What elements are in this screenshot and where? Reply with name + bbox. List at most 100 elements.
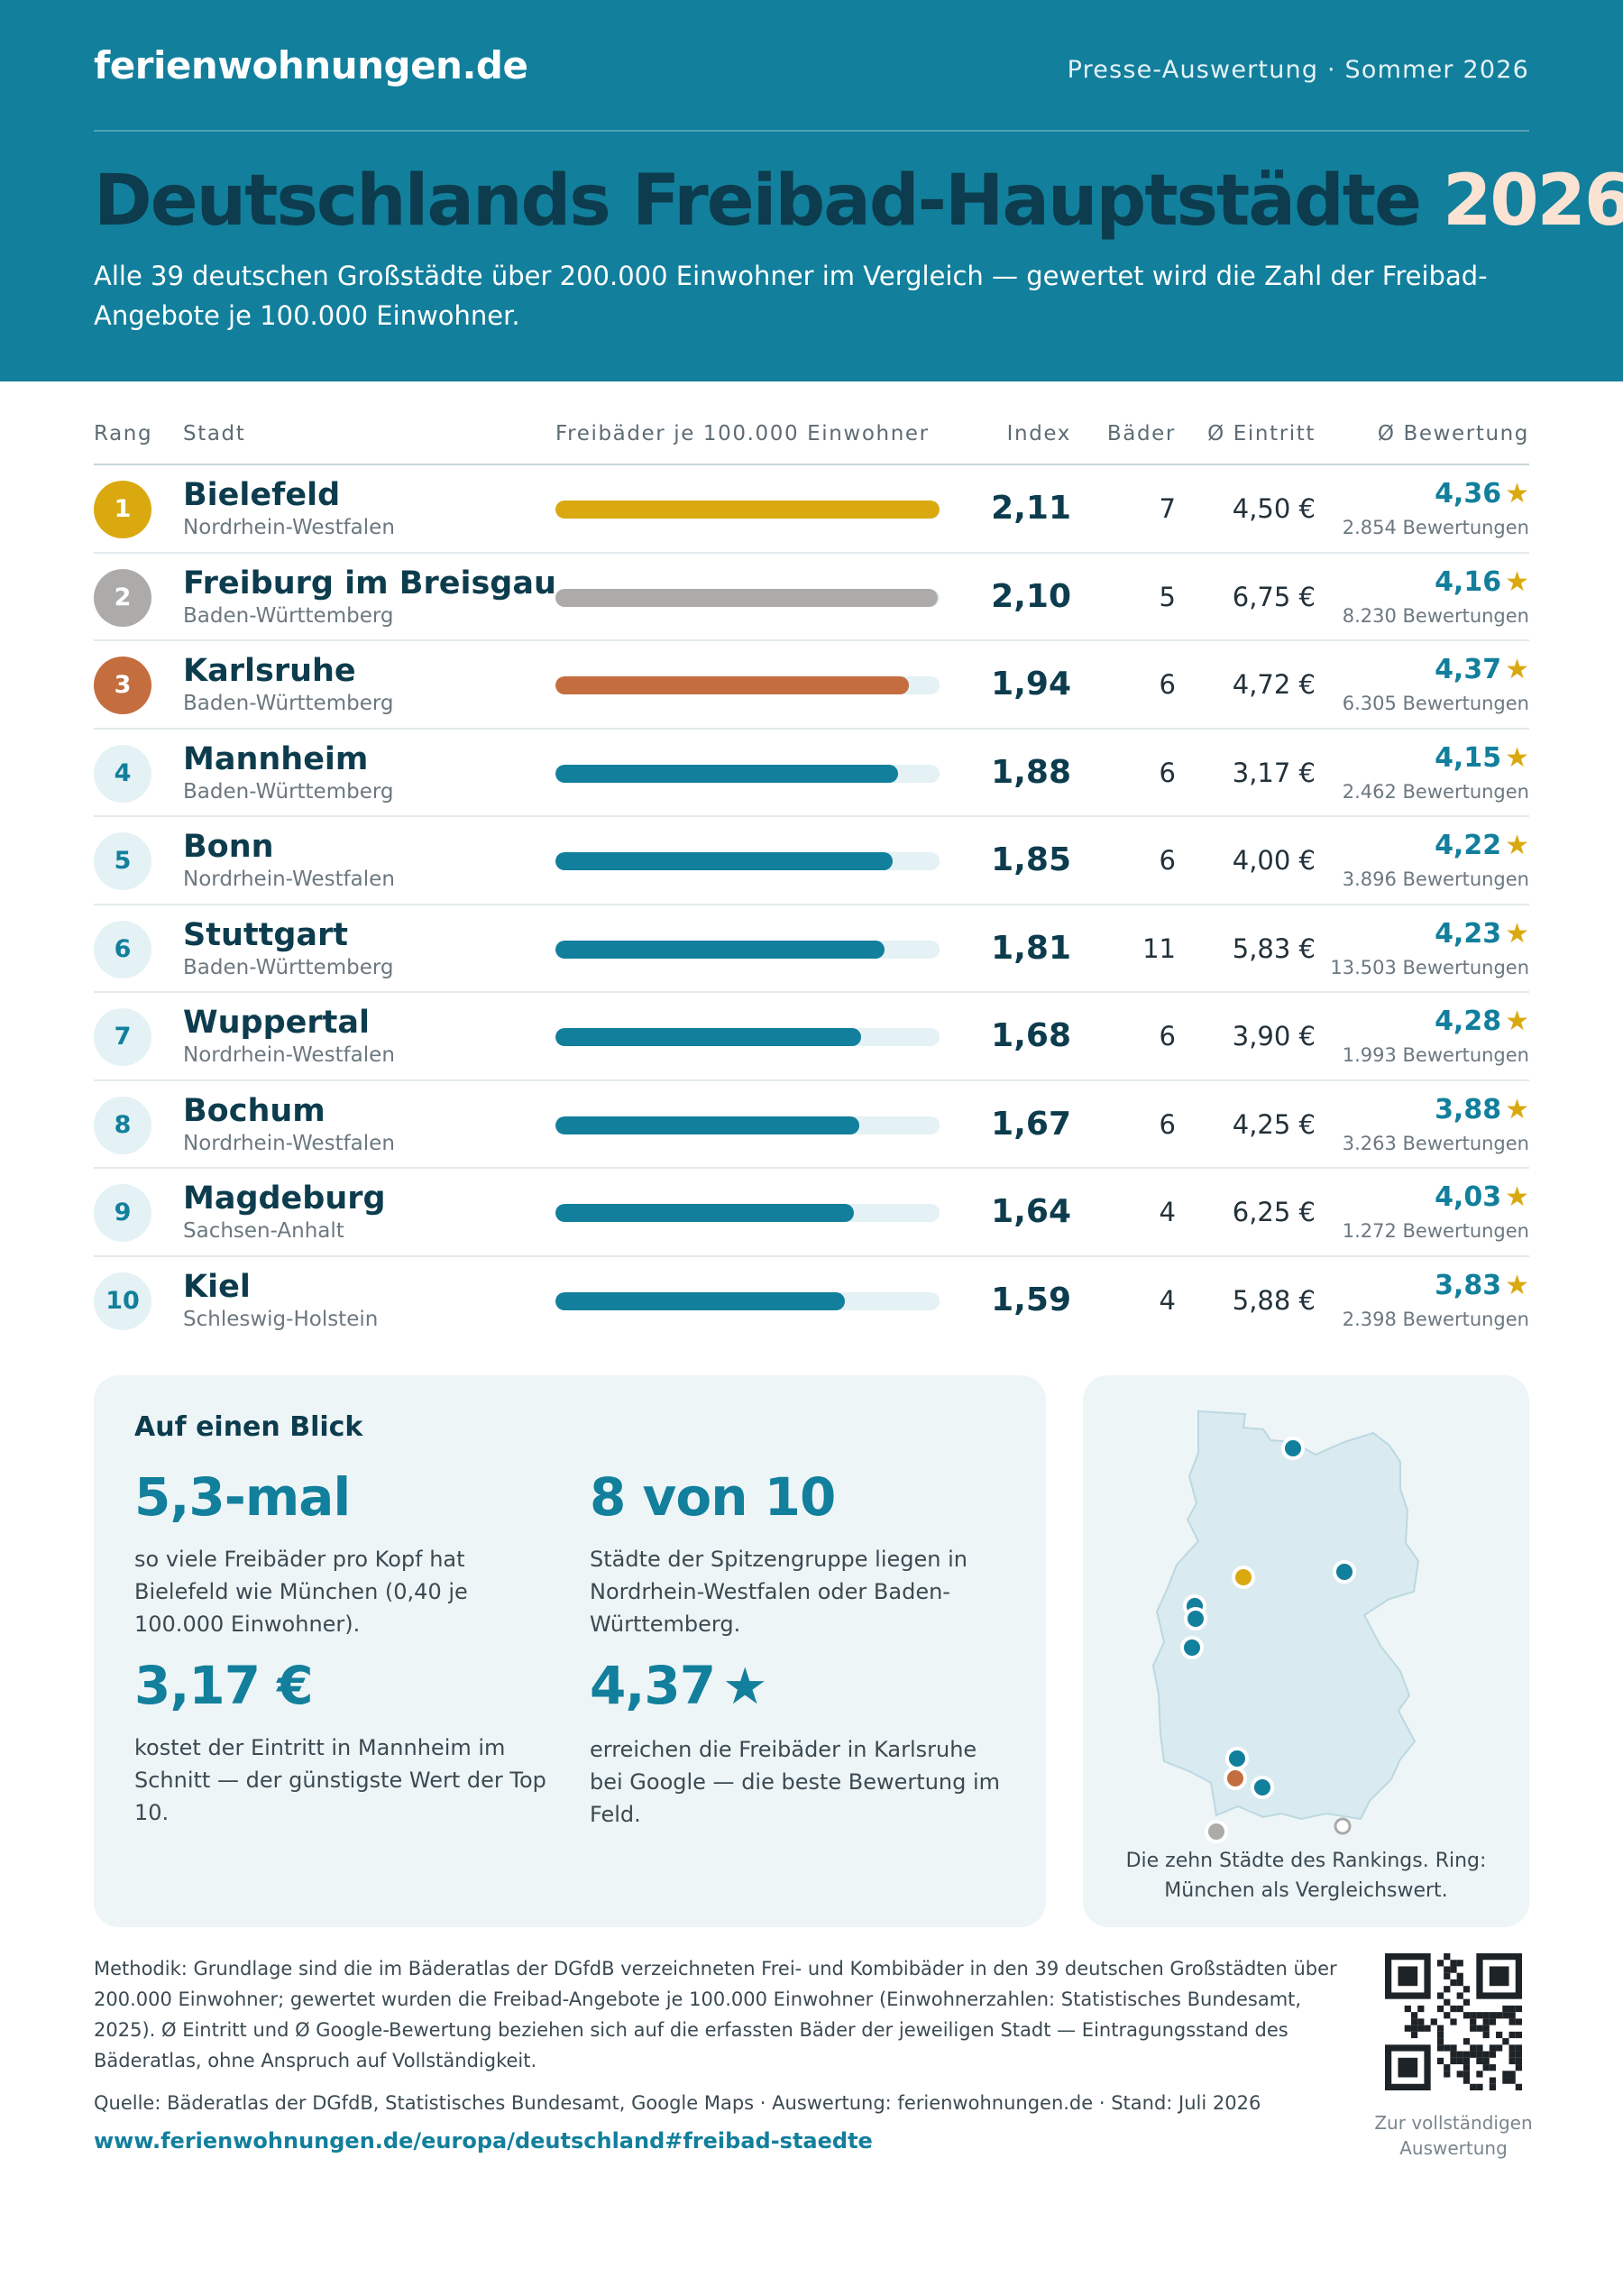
index-value: 1,94 [991, 666, 1071, 703]
qr-module [1489, 2012, 1497, 2019]
bar-fill [555, 1291, 845, 1310]
index-value: 1,81 [991, 929, 1071, 967]
rating-number: 4,22 [1435, 830, 1502, 861]
baeder-count: 6 [1159, 845, 1176, 876]
qr-caption: Zur vollständigen Auswertung [1374, 2112, 1533, 2159]
qr-module [1476, 2051, 1483, 2058]
review-count: 2.462 Bewertungen [1342, 780, 1529, 803]
column-header-city: Stadt [183, 422, 246, 445]
table-row[interactable]: 7 Wuppertal Nordrhein-Westfalen 1,68 6 3,90 €… [94, 993, 1529, 1081]
qr-module [1417, 2018, 1425, 2025]
rating-value: 4,23 ★ [1435, 918, 1529, 950]
qr-module [1502, 2012, 1509, 2019]
glance-stat-price: 3,17 € kostet der Eintritt in Mannheim i… [134, 1654, 549, 1829]
marker-bonn [1180, 1636, 1204, 1659]
qr-module [1470, 2025, 1477, 2032]
qr-module [1436, 1992, 1444, 1999]
marker-bielefeld [1232, 1566, 1255, 1589]
qr-module [1456, 2051, 1463, 2058]
review-count: 3.263 Bewertungen [1342, 1132, 1529, 1154]
bar-fill [555, 1204, 855, 1222]
column-header-bar: Freibäder je 100.000 Einwohner [555, 422, 930, 445]
star-icon: ★ [1505, 741, 1529, 774]
qr-module [1450, 2057, 1457, 2065]
qr-module [1496, 2031, 1503, 2039]
state-name: Sachsen-Anhalt [183, 1219, 344, 1243]
qr-module [1515, 2051, 1522, 2058]
qr-module [1502, 2071, 1509, 2078]
qr-module [1456, 1992, 1463, 1999]
page-title: Deutschlands Freibad-Hauptstädte 2026 [94, 161, 1623, 242]
rating-value: 3,88 ★ [1435, 1094, 1529, 1125]
qr-module [1436, 2005, 1444, 2013]
qr-module [1508, 2051, 1516, 2058]
table-row[interactable]: 10 Kiel Schleswig-Holstein 1,59 4 5,88 € 3,83 ★… [94, 1257, 1529, 1345]
column-header-eintritt: Ø Eintritt [1207, 422, 1316, 445]
qr-module [1436, 2057, 1444, 2065]
rating-value: 4,15 ★ [1435, 742, 1529, 774]
bar-fill [555, 676, 909, 694]
qr-module [1424, 2025, 1431, 2032]
table-row[interactable]: 4 Mannheim Baden-Württemberg 1,88 6 3,17 € 4,1… [94, 730, 1529, 817]
qr-module [1398, 2057, 1418, 2078]
qr-module [1444, 2064, 1451, 2071]
stat-description: so viele Freibäder pro Kopf hat Bielefel… [134, 1547, 468, 1637]
rank-badge: 10 [94, 1272, 151, 1330]
qr-module [1489, 2018, 1497, 2025]
review-count: 6.305 Bewertungen [1342, 693, 1529, 714]
table-row[interactable]: 1 Bielefeld Nordrhein-Westfalen 2,11 7 4,50 €… [94, 465, 1529, 554]
table-row[interactable]: 3 Karlsruhe Baden-Württemberg 1,94 6 4,72 € 4,… [94, 641, 1529, 730]
rating-value: 4,22 ★ [1435, 830, 1529, 861]
eintritt-price: 6,75 € [1232, 581, 1316, 612]
qr-module [1470, 2051, 1477, 2058]
qr-module [1515, 2083, 1522, 2090]
bar-track [555, 852, 940, 870]
table-row[interactable]: 8 Bochum Nordrhein-Westfalen 1,67 6 4,25 € 3,8… [94, 1081, 1529, 1169]
qr-module [1470, 2083, 1477, 2090]
table-row[interactable]: 5 Bonn Nordrhein-Westfalen 1,85 6 4,00 € 4,22 ★… [94, 817, 1529, 905]
qr-module [1508, 2077, 1516, 2084]
qr-code-icon[interactable] [1385, 1953, 1522, 2090]
qr-module [1508, 2012, 1516, 2019]
table-row[interactable]: 6 Stuttgart Baden-Württemberg 1,81 11 5,83 € 4… [94, 905, 1529, 993]
marker-kiel [1281, 1437, 1305, 1460]
qr-module [1450, 2044, 1457, 2052]
germany-map [1151, 1410, 1420, 1843]
qr-module [1450, 2018, 1457, 2025]
qr-module [1470, 2018, 1477, 2025]
eintritt-price: 4,25 € [1232, 1108, 1316, 1140]
eintritt-price: 4,50 € [1232, 493, 1316, 524]
qr-module [1515, 2057, 1522, 2065]
review-count: 1.272 Bewertungen [1342, 1220, 1529, 1242]
state-name: Nordrhein-Westfalen [183, 868, 395, 891]
qr-module [1450, 1960, 1457, 1967]
rank-badge: 9 [94, 1184, 151, 1242]
report-link[interactable]: www.ferienwohnungen.de/europa/deutschlan… [94, 2128, 873, 2154]
qr-module [1515, 2064, 1522, 2071]
eintritt-price: 3,90 € [1232, 1021, 1316, 1052]
baeder-count: 11 [1142, 932, 1176, 964]
qr-module [1502, 2077, 1509, 2084]
star-icon: ★ [1505, 1181, 1529, 1213]
review-count: 2.398 Bewertungen [1342, 1308, 1529, 1330]
glance-stat-rating: 4,37 ★ erreichen die Freibäder in Karlsru… [590, 1654, 1004, 1831]
rank-badge: 7 [94, 1008, 151, 1066]
qr-module [1410, 2031, 1418, 2039]
star-icon: ★ [1505, 478, 1529, 510]
rank-badge: 3 [94, 657, 151, 714]
qr-module [1489, 2077, 1497, 2084]
marker-stuttgart [1251, 1776, 1274, 1799]
marker-wuppertal [1184, 1607, 1207, 1630]
qr-module [1456, 2071, 1463, 2078]
star-icon: ★ [722, 1658, 767, 1716]
index-value: 1,64 [991, 1193, 1071, 1230]
title-text: Deutschlands Freibad-Hauptstädte [94, 161, 1422, 242]
glance-title: Auf einen Blick [134, 1411, 363, 1443]
table-row[interactable]: 9 Magdeburg Sachsen-Anhalt 1,64 4 6,25 € 4,03 ★… [94, 1169, 1529, 1257]
qr-module [1515, 2005, 1522, 2013]
table-row[interactable]: 2 Freiburg im Breisgau Baden-Württemberg 2,… [94, 554, 1529, 641]
brand-logo[interactable]: ferienwohnungen.de [94, 43, 528, 87]
stat-value: 5,3-mal [134, 1466, 351, 1528]
rating-number: 4,23 [1435, 917, 1502, 950]
qr-module [1482, 2064, 1490, 2071]
